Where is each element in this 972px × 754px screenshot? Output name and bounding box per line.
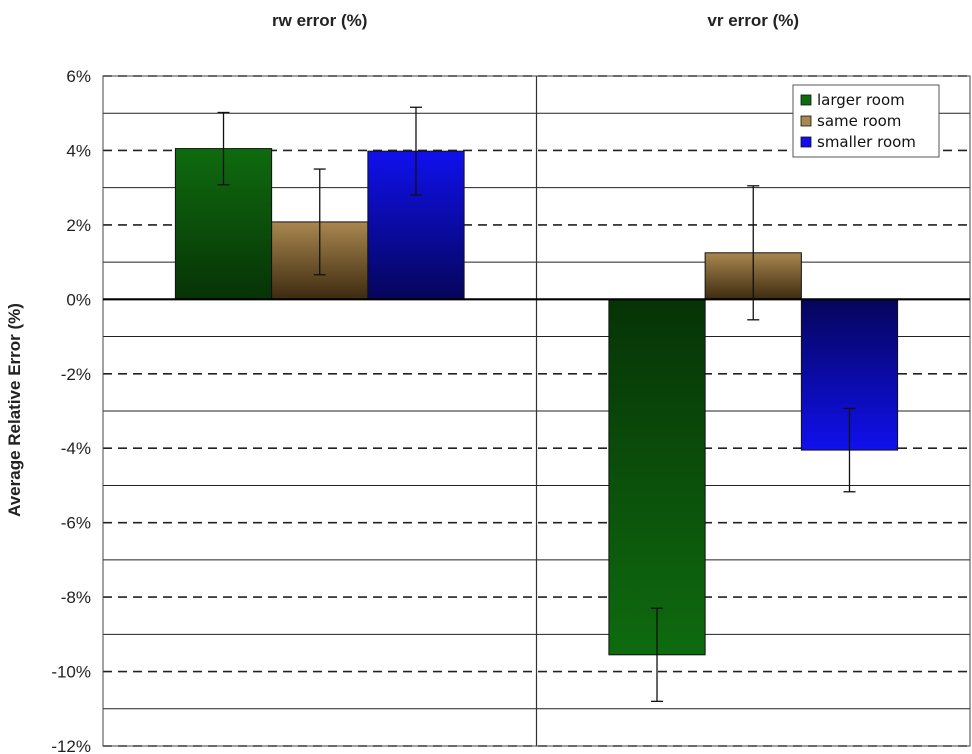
y-tick-label: 0% [66,290,91,309]
error-bar-same-room-1 [747,185,760,321]
legend-box [792,84,940,158]
category-title: vr error (%) [707,11,799,30]
legend: larger room same room smaller room [792,84,940,158]
error-bar-larger-room-1 [651,607,664,702]
error-bar-larger-room-0 [217,111,230,186]
category-title: rw error (%) [272,11,367,30]
error-bar-smaller-room-1 [843,407,856,493]
y-tick-label: -4% [61,439,91,458]
y-tick-label: 2% [66,216,91,235]
y-tick-label: -6% [61,514,91,533]
y-axis-title: Average Relative Error (%) [5,303,24,517]
legend-label: smaller room [817,133,916,151]
legend-label: same room [817,112,901,130]
y-tick-label: -8% [61,588,91,607]
error-bar-same-room-0 [313,168,326,276]
y-tick-label: -2% [61,365,91,384]
bar-larger-room-1 [608,298,706,656]
category-titles: rw error (%) vr error (%) [272,11,799,30]
error-bars [217,106,856,702]
y-tick-labels: 6% 4% 2% 0% -2% -4% -6% -8% -10% -12% [51,67,91,754]
legend-swatch [800,136,812,148]
y-tick-label: -10% [51,663,91,682]
y-tick-label: -12% [51,737,91,754]
y-tick-label: 4% [66,141,91,160]
legend-label: larger room [817,91,905,109]
y-tick-label: 6% [66,67,91,86]
legend-swatch [800,115,812,127]
legend-swatch [800,94,812,106]
error-bar-smaller-room-0 [409,106,422,196]
